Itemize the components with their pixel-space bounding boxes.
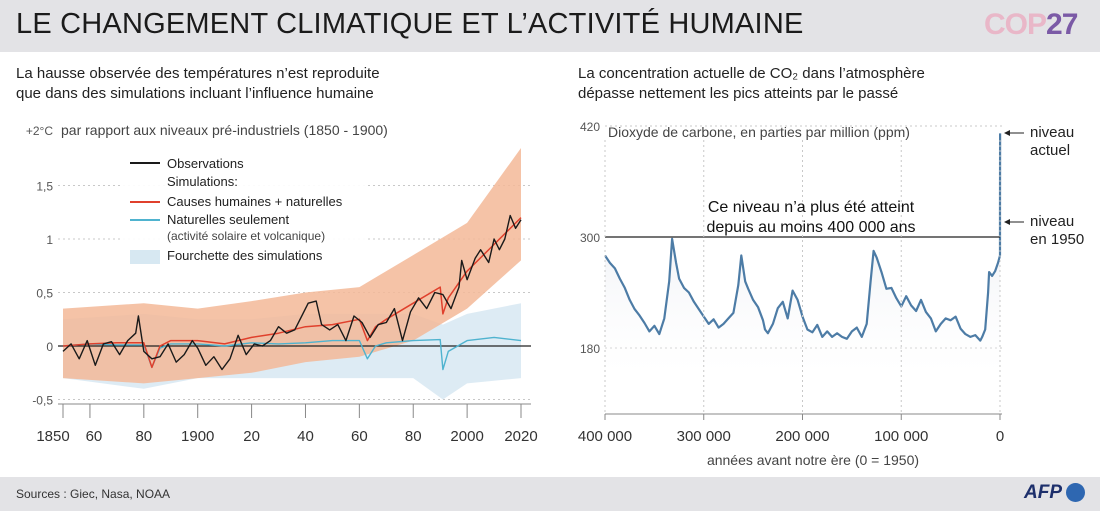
temp-x-tick-label-7: 80 [405,428,422,445]
legend-range-label: Fourchette des simulations [167,248,323,263]
left-subtitle-line-2: que dans des simulations incluant l’infl… [16,85,374,102]
page-title: LE CHANGEMENT CLIMATIQUE ET L’ACTIVITÉ H… [16,8,804,40]
temp-x-tick-label-6: 60 [351,428,368,445]
header-bar: LE CHANGEMENT CLIMATIQUE ET L’ACTIVITÉ H… [0,0,1100,52]
co2-x-tick-label-1: 300 000 [677,428,731,445]
co2-y-tick-label-0: 180 [580,342,600,356]
temp-x-tick-label-5: 40 [297,428,314,445]
temp-x-tick-label-4: 20 [243,428,260,445]
temp-x-tick-label-1: 60 [86,428,103,445]
level-1950-label-2: en 1950 [1030,231,1084,248]
current-level-label-1: niveau [1030,124,1074,141]
left-subtitle: La hausse observée des températures n’es… [16,64,380,104]
human-series-line [62,217,522,369]
legend-observations-label: Observations [167,156,244,171]
legend-natural-label: Naturelles seulement [167,212,290,227]
co2-series-line [604,133,1002,342]
co2-annotation-line-1: Ce niveau n’a plus été atteint [708,199,915,216]
temp-y-tick-label-0: -0,5 [32,394,53,408]
observations-series-line [62,214,522,371]
co2-x-tick-label-4: 0 [996,428,1004,445]
temp-y-tick-label-3: 1 [46,233,53,247]
afp-logo-dot-icon [1066,483,1085,502]
temp-x-tick-label-3: 1900 [181,428,214,445]
co2-x-tick-label-0: 400 000 [578,428,632,445]
temp-y-tick-label-1: 0 [46,340,53,354]
legend-simulations-heading: Simulations: [167,174,238,189]
co2-chart: 400 000 300 000 200 000 100 000 0 années avan… [578,120,1084,468]
left-subtitle-line-1: La hausse observée des températures n’es… [16,65,380,82]
temp-x-tick-label-0: 1850 [36,428,69,445]
right-subtitle-line-1: La concentration actuelle de CO₂ dans l’… [578,65,925,82]
current-level-label-2: actuel [1030,142,1070,159]
logo-cop-text: COP [984,8,1047,41]
co2-title: Dioxyde de carbone, en parties par milli… [608,124,910,140]
temp-ylabel: +2°C [26,124,53,138]
co2-y-tick-label-1: 300 [580,231,600,245]
logo-number-text: 27 [1046,8,1078,41]
level-1950-arrow-icon [1004,219,1010,225]
temp-x-tick-label-2: 80 [135,428,152,445]
current-level-arrow-icon [1004,130,1010,136]
right-subtitle-line-2: dépasse nettement les pics atteints par … [578,85,899,102]
sources-text: Sources : Giec, Nasa, NOAA [16,487,171,501]
cop27-logo: COP27 [984,8,1078,42]
temp-y-tick-label-2: 0,5 [36,287,53,301]
co2-x-tick-label-2: 200 000 [775,428,829,445]
footer-bar: Sources : Giec, Nasa, NOAA AFP [0,477,1100,511]
legend-box [120,150,366,276]
temp-unit-label: par rapport aux niveaux pré-industriels … [61,122,388,138]
afp-logo: AFP [1024,482,1062,503]
co2-area-fill [605,133,1001,376]
legend-human-label: Causes humaines + naturelles [167,194,343,209]
co2-y-tick-label-2: 420 [580,120,600,134]
temp-x-tick-label-8: 2000 [450,428,483,445]
co2-xlabel: années avant notre ère (0 = 1950) [707,452,919,468]
right-subtitle: La concentration actuelle de CO₂ dans l’… [578,64,925,104]
temperature-chart: 1850 60 80 1900 20 40 60 80 2000 2020 -0,5 0 0,5 1 1,5… [26,122,538,445]
co2-x-tick-label-3: 100 000 [874,428,928,445]
level-1950-label-1: niveau [1030,213,1074,230]
legend-range-swatch [130,250,160,264]
temp-x-tick-label-9: 2020 [504,428,537,445]
co2-annotation-line-2: depuis au moins 400 000 ans [706,219,915,236]
legend-natural-note: (activité solaire et volcanique) [167,229,325,243]
temp-y-tick-label-4: 1,5 [36,180,53,194]
